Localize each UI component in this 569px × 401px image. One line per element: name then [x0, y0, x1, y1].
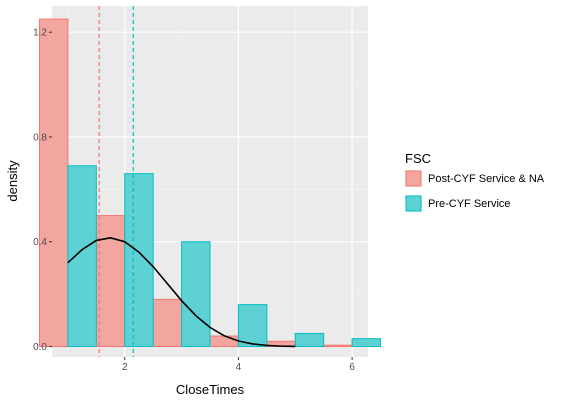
- bar-post-cyf-bin-1: [38, 18, 69, 348]
- x-tick-label: 2: [122, 362, 128, 373]
- y-axis-ticks: 0.0 0.4 0.8 1.2: [33, 28, 52, 353]
- density-curve: [67, 236, 296, 348]
- legend-swatch-post-cyf: [405, 170, 422, 187]
- x-axis-ticks: 2 4 6: [122, 357, 355, 373]
- y-tick-label: 0.4: [33, 237, 47, 248]
- bar-pre-cyf-bin-5: [294, 332, 325, 348]
- bar-pre-cyf-bin-4: [237, 304, 268, 348]
- x-tick-label: 6: [349, 362, 355, 373]
- y-axis-title: density: [5, 160, 20, 202]
- bar-post-cyf-bin-4: [209, 335, 239, 348]
- legend: FSC Post-CYF Service & NA Pre-CYF Servic…: [405, 151, 545, 212]
- x-axis-title: CloseTimes: [176, 382, 245, 397]
- bars: [38, 18, 382, 348]
- bar-pre-cyf-bin-2: [124, 173, 154, 348]
- legend-label-post-cyf: Post-CYF Service & NA: [428, 173, 545, 185]
- legend-title: FSC: [405, 151, 431, 166]
- bar-pre-cyf-bin-3: [181, 241, 211, 348]
- bar-pre-cyf-bin-1: [67, 165, 97, 348]
- legend-label-pre-cyf: Pre-CYF Service: [428, 198, 511, 210]
- x-tick-label: 4: [236, 362, 242, 373]
- y-tick-label: 0.8: [33, 132, 47, 143]
- bar-post-cyf-bin-3: [152, 298, 183, 348]
- bar-post-cyf-bin-6: [323, 344, 353, 348]
- legend-swatch-pre-cyf: [405, 195, 422, 212]
- bar-post-cyf-bin-2: [95, 215, 126, 348]
- mean-lines: [98, 6, 134, 357]
- y-tick-label: 1.2: [33, 28, 47, 39]
- y-tick-label: 0.0: [33, 342, 47, 353]
- bar-pre-cyf-bin-6: [351, 338, 382, 348]
